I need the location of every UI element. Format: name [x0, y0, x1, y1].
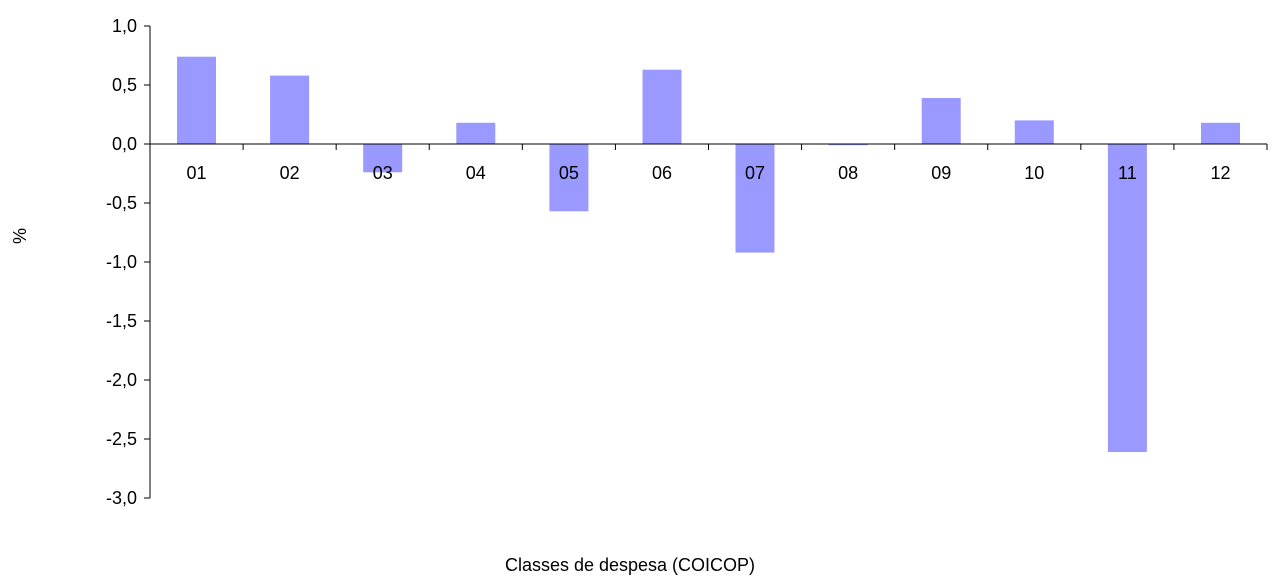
- bar-02: [270, 75, 310, 144]
- x-tick-label-12: 12: [1210, 163, 1230, 183]
- bar-11: [1107, 144, 1147, 452]
- y-tick-label: -1,0: [106, 252, 137, 272]
- bar-10: [1014, 120, 1054, 144]
- y-tick-label: 0,5: [112, 75, 137, 95]
- bar-01: [177, 56, 216, 145]
- x-tick-label-09: 09: [931, 163, 951, 183]
- x-tick-label-07: 07: [745, 163, 765, 183]
- bar-09: [921, 98, 961, 144]
- x-axis-title: Classes de despesa (COICOP): [505, 555, 755, 575]
- bar-12: [1201, 122, 1240, 144]
- x-tick-label-03: 03: [373, 163, 393, 183]
- bar-04: [456, 122, 496, 144]
- y-tick-label: 0,0: [112, 134, 137, 154]
- y-tick-label: -3,0: [106, 488, 137, 508]
- x-tick-label-02: 02: [280, 163, 300, 183]
- bar-05: [549, 144, 589, 212]
- x-tick-label-06: 06: [652, 163, 672, 183]
- y-tick-label: 1,0: [112, 16, 137, 36]
- axes-group: [144, 25, 1268, 499]
- x-tick-label-08: 08: [838, 163, 858, 183]
- y-axis-title: %: [10, 228, 30, 244]
- x-tick-label-05: 05: [559, 163, 579, 183]
- labels-group: 1,0 0,5 0,0 -0,5 -1,0 -1,5 -2,0 -2,5 -3,0 01 02 03 0…: [106, 16, 1231, 508]
- bar-03: [363, 144, 403, 173]
- y-tick-label: -1,5: [106, 311, 137, 331]
- bar-06: [642, 69, 682, 144]
- bar-08: [828, 144, 868, 146]
- bars-group: [177, 56, 1240, 452]
- y-tick-label: -2,5: [106, 429, 137, 449]
- x-tick-label-04: 04: [466, 163, 486, 183]
- bar-07: [735, 144, 775, 253]
- x-tick-label-11: 11: [1118, 163, 1137, 183]
- y-tick-label: -0,5: [106, 193, 137, 213]
- y-tick-label: -2,0: [106, 370, 137, 390]
- x-tick-label-10: 10: [1024, 163, 1044, 183]
- x-tick-label-01: 01: [187, 163, 207, 183]
